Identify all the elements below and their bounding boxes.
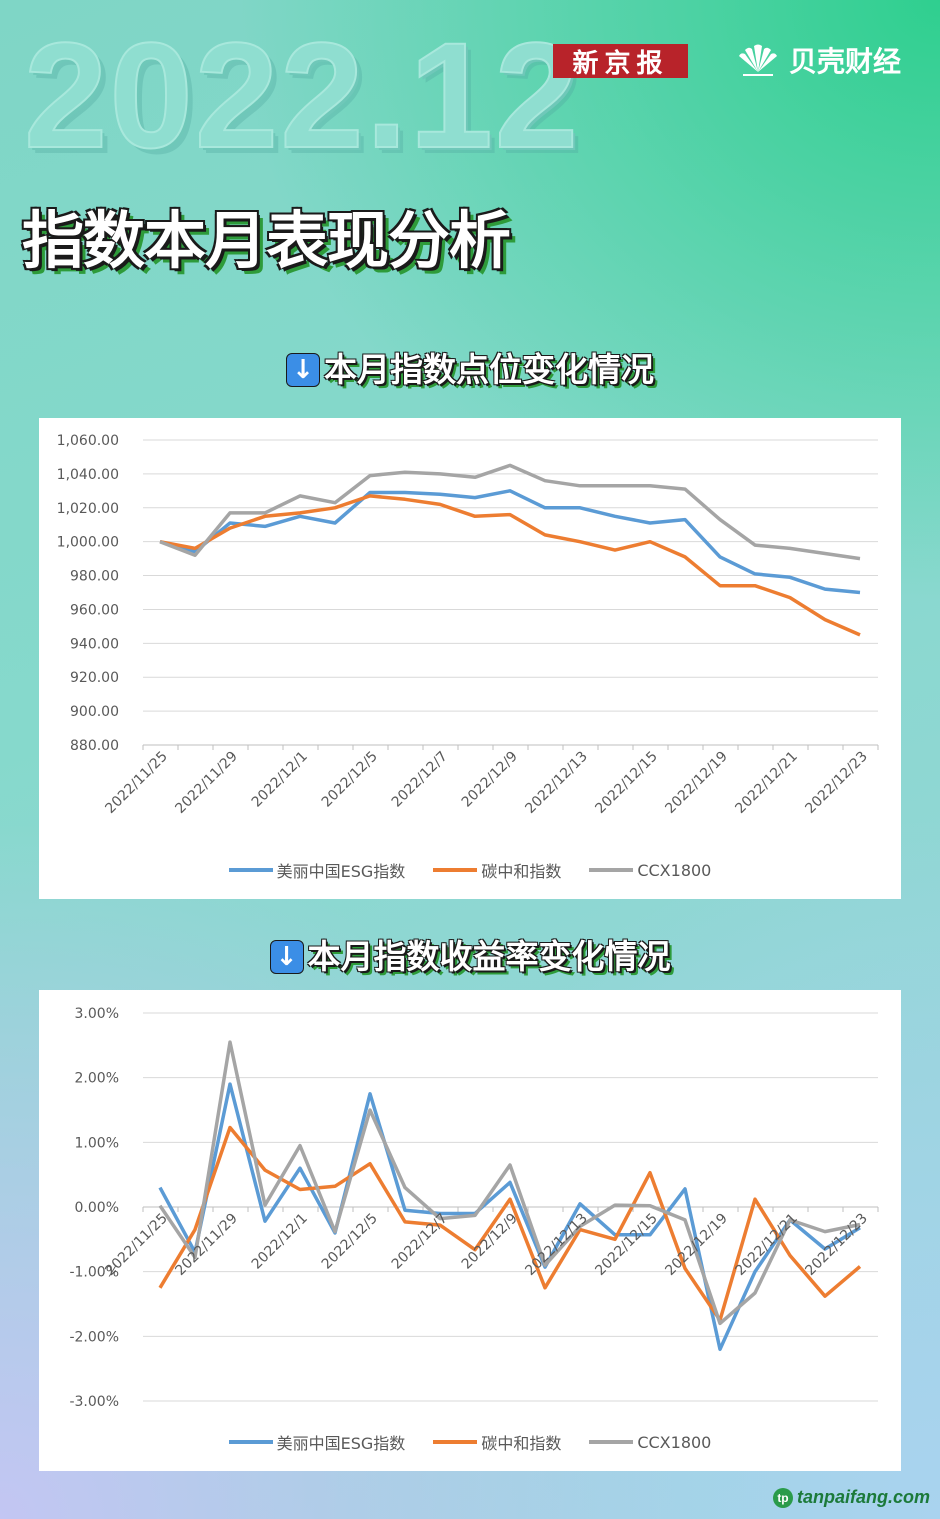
xinjingbao-logo: 新京报 (553, 44, 688, 79)
y-tick-label: 1,000.00 (57, 535, 119, 551)
legend-swatch (228, 868, 273, 872)
returns-chart-svg: 3.00% 2.00% 1.00% 0.00% -1.00% -2.00% -3.00% 20… (69, 1006, 879, 1410)
x-tick-label: 2022/12/19 (662, 749, 730, 817)
legend-label: 美丽中国ESG指数 (276, 862, 406, 881)
points-chart-legend: 美丽中国ESG指数 碳中和指数 CCX1800 (39, 858, 901, 882)
y-tick-label: 960.00 (70, 602, 119, 618)
legend-label: 美丽中国ESG指数 (276, 1434, 406, 1453)
returns-chart: 3.00% 2.00% 1.00% 0.00% -1.00% -2.00% -3.00% 20… (39, 990, 901, 1471)
legend-label: CCX1800 (637, 1432, 712, 1452)
x-tick-label: 2022/12/7 (389, 1211, 451, 1273)
section-title-points: ↓ 本月指数点位变化情况 (0, 343, 940, 391)
section-title-text: 本月指数点位变化情况 (324, 350, 654, 389)
x-tick-label: 2022/12/19 (662, 1211, 730, 1279)
legend-swatch (589, 1440, 634, 1444)
series-line-ccx (159, 463, 861, 561)
y-tick-label: 940.00 (70, 636, 119, 652)
beike-logo-text: 贝壳财经 (789, 45, 902, 78)
series-line-esg (158, 1082, 861, 1352)
x-tick-label: 2022/12/13 (522, 749, 590, 817)
y-tick-label: 1.00% (75, 1135, 119, 1151)
legend-item-esg: 美丽中国ESG指数 (228, 1430, 406, 1454)
y-tick-label: 1,060.00 (57, 433, 119, 449)
beike-finance-logo: 贝壳财经 (735, 40, 901, 80)
y-tick-label: 900.00 (70, 704, 119, 720)
tanpaifang-watermark: tp tanpaifang.com (772, 1487, 930, 1508)
points-chart: 1,060.00 1,040.00 1,020.00 1,000.00 980.00 96… (39, 418, 901, 899)
y-tick-label: -3.00% (69, 1394, 119, 1410)
x-tick-label: 2022/12/23 (802, 749, 870, 817)
series-line-carbon (158, 1125, 862, 1322)
y-tick-label: 0.00% (75, 1200, 119, 1216)
points-chart-svg: 1,060.00 1,040.00 1,020.00 1,000.00 980.00 96… (57, 433, 879, 817)
y-tick-label: 920.00 (70, 670, 119, 686)
down-arrow-icon: ↓ (269, 940, 304, 974)
watermark-text: tanpaifang.com (796, 1487, 930, 1507)
x-tick-label: 2022/11/29 (172, 1211, 240, 1279)
legend-label: 碳中和指数 (481, 1434, 562, 1453)
y-tick-label: 980.00 (70, 569, 119, 585)
year-month-heading: 2022.12 (23, 11, 581, 179)
x-tick-label: 2022/12/1 (249, 749, 311, 811)
series-line-carbon (159, 494, 861, 637)
legend-item-esg: 美丽中国ESG指数 (228, 858, 406, 882)
x-tick-label: 2022/12/1 (249, 1211, 311, 1273)
shell-icon (739, 44, 777, 76)
y-tick-label: -2.00% (69, 1329, 119, 1345)
down-arrow-icon: ↓ (286, 353, 320, 387)
section-title-returns: ↓ 本月指数收益率变化情况 (0, 930, 940, 978)
y-tick-label: 880.00 (70, 738, 119, 754)
x-tick-label: 2022/11/29 (172, 749, 240, 817)
x-tick-label: 2022/12/15 (592, 749, 660, 817)
y-tick-label: 1,020.00 (57, 501, 119, 517)
y-tick-label: 3.00% (75, 1006, 119, 1022)
legend-swatch (433, 868, 478, 872)
legend-swatch (433, 1440, 478, 1444)
legend-item-ccx: CCX1800 (589, 1430, 711, 1454)
leaf-icon: tp (772, 1487, 793, 1508)
x-tick-label: 2022/11/25 (102, 749, 170, 817)
returns-chart-legend: 美丽中国ESG指数 碳中和指数 CCX1800 (39, 1430, 901, 1454)
y-tick-label: 2.00% (75, 1071, 119, 1087)
x-tick-label: 2022/12/9 (459, 749, 521, 811)
legend-label: 碳中和指数 (481, 862, 562, 881)
x-tick-label: 2022/12/5 (319, 749, 381, 811)
legend-swatch (228, 1440, 273, 1444)
x-tick-label: 2022/12/9 (459, 1211, 521, 1273)
series-line-ccx (158, 1040, 861, 1326)
x-tick-label: 2022/11/25 (102, 1211, 170, 1279)
legend-swatch (589, 868, 634, 872)
legend-item-carbon: 碳中和指数 (433, 1430, 561, 1454)
legend-label: CCX1800 (637, 860, 712, 880)
main-title: 指数本月表现分析 (22, 204, 511, 277)
x-tick-label: 2022/12/23 (802, 1211, 870, 1279)
x-tick-label: 2022/12/7 (389, 749, 451, 811)
legend-item-carbon: 碳中和指数 (433, 858, 561, 882)
y-tick-label: 1,040.00 (57, 467, 119, 483)
section-title-text: 本月指数收益率变化情况 (307, 937, 671, 976)
x-tick-label: 2022/12/21 (732, 749, 800, 817)
legend-item-ccx: CCX1800 (589, 858, 711, 882)
series-line-esg (159, 489, 861, 595)
y-tick-label: -1.00% (69, 1265, 119, 1281)
